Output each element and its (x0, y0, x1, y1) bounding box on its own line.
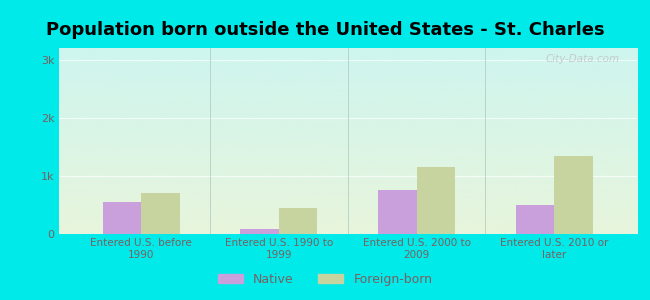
Bar (240, 229, 279, 234)
Bar (417, 167, 455, 234)
Bar (378, 190, 417, 234)
Bar (554, 155, 593, 234)
Bar (103, 202, 141, 234)
Bar (141, 193, 179, 234)
Bar (279, 208, 317, 234)
Text: City-Data.com: City-Data.com (545, 54, 619, 64)
Bar (516, 205, 554, 234)
Legend: Native, Foreign-born: Native, Foreign-born (213, 268, 437, 291)
Text: Population born outside the United States - St. Charles: Population born outside the United State… (46, 21, 605, 39)
